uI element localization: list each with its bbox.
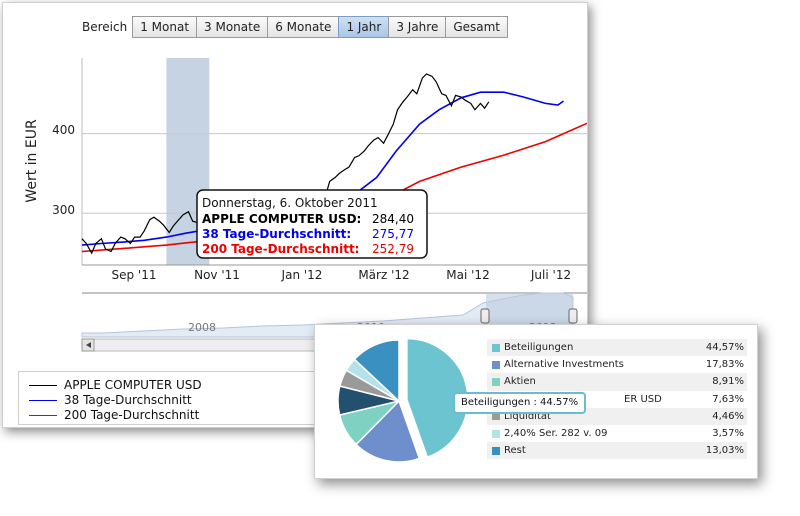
tooltip-value-apple: 284,40 [372,212,414,226]
y-tick-label: 400 [52,123,75,137]
range-label: Bereich [82,20,128,34]
row-name: 2,40% Ser. 282 v. 09 [504,428,608,440]
hover-tooltip: Donnerstag, 6. Oktober 2011 APPLE COMPUT… [196,189,428,259]
row-value: 44,57% [705,342,744,354]
row-name: Rest [504,445,526,457]
table-row[interactable]: Alternative Investments 17,83% [487,356,747,373]
range-button-gesamt[interactable]: Gesamt [445,16,509,38]
swatch [492,377,500,386]
navigator-handle-left[interactable] [480,308,490,324]
swatch [492,429,500,438]
range-selector: Bereich 1 Monat 3 Monate 6 Monate 1 Jahr… [82,16,509,38]
range-button-1-jahr[interactable]: 1 Jahr [338,16,390,38]
row-name: Beteiligungen [504,342,574,354]
row-name: ER USD [624,393,662,405]
swatch [492,360,500,369]
table-row[interactable]: 2,40% Ser. 282 v. 09 3,57% [487,425,747,442]
x-tick-label: Jan '12 [281,268,323,282]
legend-item-38-tage[interactable]: 38 Tage-Durchschnitt [29,393,192,407]
chart-legend: APPLE COMPUTER USD 38 Tage-Durchschnitt … [18,371,320,425]
legend-item-apple[interactable]: APPLE COMPUTER USD [29,378,202,392]
pie-tooltip: Beteiligungen : 44.57% [453,392,587,414]
y-axis-label: Wert in EUR [24,119,40,203]
x-tick-label: März '12 [358,268,409,282]
table-row[interactable]: Aktien 8,91% [487,373,747,391]
pie-chart [337,337,469,463]
table-row[interactable]: Beteiligungen 44,57% [487,339,747,357]
legend-label: 200 Tage-Durchschnitt [64,408,200,422]
range-button-3-monate[interactable]: 3 Monate [196,16,269,38]
tooltip-name-200: 200 Tage-Durchschnitt: [202,242,359,256]
tooltip-name-apple: APPLE COMPUTER USD: [202,212,361,226]
swatch [492,343,500,352]
range-button-1-monat[interactable]: 1 Monat [132,16,198,38]
legend-line-blue [29,399,57,401]
navigator-handle-right[interactable] [568,308,578,324]
row-value: 3,57% [712,428,744,440]
row-name: Alternative Investments [504,359,624,371]
scroll-left-icon [86,342,91,348]
allocation-table: Beteiligungen 44,57% Alternative Investme… [487,339,747,460]
row-value: 13,03% [705,445,744,457]
legend-line-black [29,384,57,386]
legend-line-red [29,414,57,416]
legend-item-200-tage[interactable]: 200 Tage-Durchschnitt [29,408,199,422]
x-tick-label: Mai '12 [446,268,489,282]
tooltip-date: Donnerstag, 6. Oktober 2011 [202,196,378,210]
row-value: 4,46% [712,410,744,422]
legend-label: APPLE COMPUTER USD [64,378,202,392]
tooltip-value-38: 275,77 [372,227,414,241]
range-button-3-jahre[interactable]: 3 Jahre [388,16,447,38]
row-value: 8,91% [712,376,744,388]
tooltip-name-38: 38 Tage-Durchschnitt: [202,227,351,241]
y-tick-label: 300 [52,203,75,217]
scrollbar-track[interactable] [81,338,318,352]
navigator-year-label: 2008 [188,321,216,334]
swatch [492,412,500,421]
tooltip-value-200: 252,79 [372,242,414,256]
allocation-panel: Beteiligungen 44,57% Alternative Investme… [314,324,758,479]
pie-slice[interactable] [406,337,469,459]
legend-label: 38 Tage-Durchschnitt [64,393,192,407]
row-name: Liquidität [504,410,551,422]
row-name: Aktien [504,376,536,388]
pie-slice[interactable] [353,339,400,403]
pie-slice[interactable] [355,399,421,463]
x-tick-label: Juli '12 [530,268,571,282]
swatch [492,446,500,455]
x-tick-label: Sep '11 [112,268,157,282]
row-value: 17,83% [705,359,744,371]
table-row[interactable]: Rest 13,03% [487,442,747,460]
row-value: 7,63% [712,393,744,405]
x-tick-label: Nov '11 [194,268,240,282]
